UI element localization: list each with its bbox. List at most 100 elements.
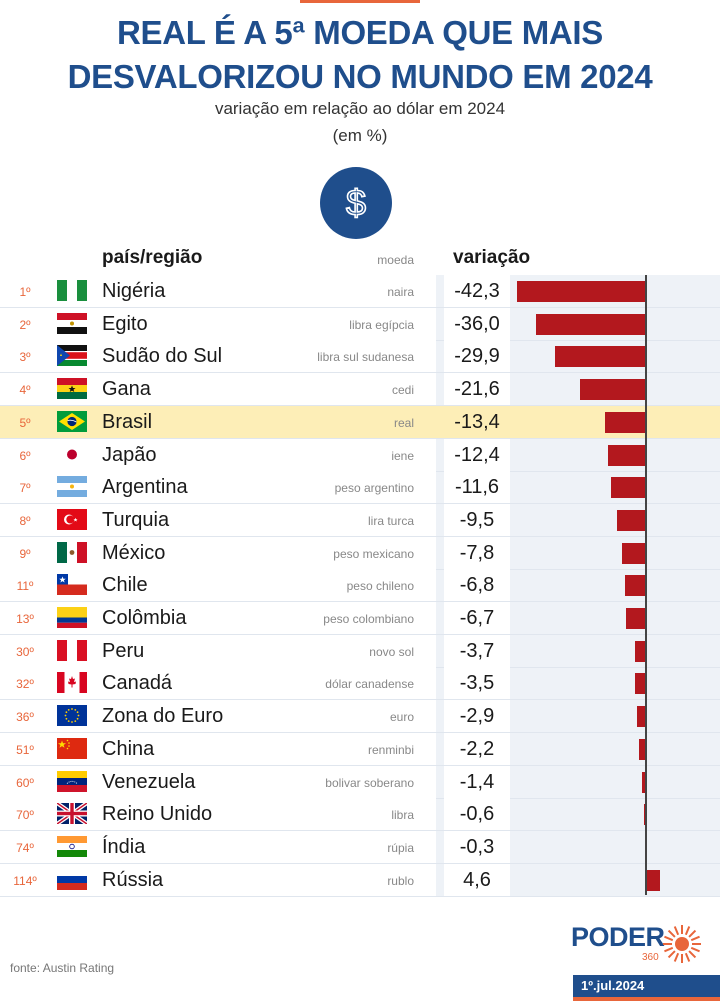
poder360-logo: PODER	[571, 922, 665, 952]
currency-name: peso chileno	[346, 579, 414, 594]
table-row: 70º Reino Unido libra -0,6	[0, 798, 720, 832]
row-separator	[0, 470, 720, 472]
data-label: -11,6	[454, 476, 500, 499]
row-separator	[0, 797, 720, 799]
sun-ray	[673, 952, 680, 962]
table-row: 7º Argentina peso argentino -11,6	[0, 471, 720, 505]
row-separator	[0, 535, 720, 537]
title-line-2: DESVALORIZOU NO MUNDO EM 2024	[67, 58, 653, 95]
bar	[641, 771, 646, 793]
country-name: Venezuela	[102, 770, 196, 793]
colombia-flag-icon	[57, 607, 87, 628]
country-name: Nigéria	[102, 280, 166, 302]
bar	[605, 411, 646, 433]
country-name: Japão	[102, 443, 157, 466]
bar	[610, 477, 646, 499]
rank-label: 13º	[16, 612, 34, 626]
data-label: -1,4	[459, 770, 495, 793]
country-name: Índia	[102, 835, 146, 858]
bar	[580, 379, 646, 401]
currency-name: real	[393, 415, 414, 430]
date-stripe	[573, 997, 720, 1001]
rank-label: 5º	[19, 415, 31, 430]
currency-name: rublo	[387, 873, 414, 888]
bar	[635, 673, 646, 695]
table-row: 60º Venezuela bolivar soberano -1,4	[0, 765, 720, 799]
country-name: Colômbia	[102, 607, 187, 629]
date-label: 1º.jul.2024	[581, 978, 645, 993]
value-background	[444, 863, 510, 896]
rank-label: 114º	[13, 873, 37, 888]
row-separator	[0, 405, 720, 407]
country-name: Peru	[102, 639, 145, 662]
ghana-flag-icon	[57, 378, 87, 400]
japan-flag-icon	[57, 443, 87, 465]
bar	[536, 313, 646, 335]
currency-name: cedi	[391, 383, 414, 398]
row-separator	[0, 503, 720, 505]
sun-ray	[664, 946, 674, 953]
data-label: -6,7	[459, 607, 495, 629]
row-separator	[0, 732, 720, 734]
data-label: -13,4	[454, 410, 500, 433]
currency-name: euro	[389, 710, 414, 725]
header-country: país/região	[102, 247, 203, 268]
row-separator	[0, 634, 720, 635]
mexico-flag-icon	[57, 541, 87, 563]
country-name: Canadá	[102, 672, 173, 695]
sun-ray	[664, 935, 674, 942]
value-background	[444, 438, 510, 471]
data-label: -2,9	[459, 705, 495, 728]
currency-name: peso argentino	[334, 481, 414, 496]
dollar-icon: $	[320, 167, 392, 239]
data-label: -2,2	[459, 737, 495, 760]
currency-name: lira turca	[367, 513, 414, 528]
currency-name: peso colombiano	[323, 612, 414, 626]
currency-name: libra sul sudanesa	[317, 350, 414, 365]
row-separator	[0, 895, 720, 897]
value-background	[444, 798, 510, 831]
value-background	[444, 536, 510, 569]
rank-label: 30º	[16, 644, 34, 659]
rank-label: 9º	[19, 546, 31, 561]
bar	[634, 640, 646, 662]
sun-ray	[667, 950, 676, 959]
table-row: 74º Índia rúpia -0,3	[0, 830, 720, 864]
rank-label: 11º	[16, 579, 34, 594]
value-background	[444, 732, 510, 765]
top-accent-line	[300, 0, 420, 3]
bar	[608, 444, 646, 466]
table-row: 1º Nigéria naira -42,3	[0, 275, 720, 308]
rank-label: 32º	[16, 677, 34, 692]
rank-label: 74º	[16, 840, 34, 855]
nigeria-flag-icon	[57, 280, 87, 301]
currency-name: libra	[391, 808, 414, 823]
rank-label: 51º	[16, 742, 34, 757]
country-name: Chile	[102, 574, 148, 597]
value-background	[444, 373, 510, 406]
data-label: -12,4	[454, 443, 500, 466]
chile-flag-icon	[57, 574, 87, 596]
row-separator	[0, 666, 720, 668]
data-label: 4,6	[463, 868, 491, 891]
venezuela-flag-icon	[57, 770, 87, 792]
value-background	[444, 667, 510, 700]
value-background	[444, 340, 510, 373]
rank-label: 70º	[16, 808, 34, 823]
table-row: 5º Brasil real -13,4	[0, 405, 720, 439]
table-row: 36º Zona do Euro euro -2,9	[0, 700, 720, 734]
currency-name: naira	[387, 285, 414, 299]
country-name: Turquia	[102, 508, 170, 531]
subtitle-line-2: (em %)	[332, 126, 388, 145]
country-name: Brasil	[102, 410, 153, 433]
peru-flag-icon	[57, 639, 87, 661]
data-label: -3,5	[459, 672, 495, 695]
data-label: -36,0	[454, 312, 500, 335]
row-separator	[0, 339, 720, 341]
value-background	[444, 307, 510, 340]
bar	[622, 542, 646, 564]
value-background	[444, 634, 510, 667]
header-variation: variação	[453, 247, 531, 268]
title-line-1: REAL É A 5ª MOEDA QUE MAIS	[116, 14, 604, 51]
value-background	[444, 503, 510, 536]
